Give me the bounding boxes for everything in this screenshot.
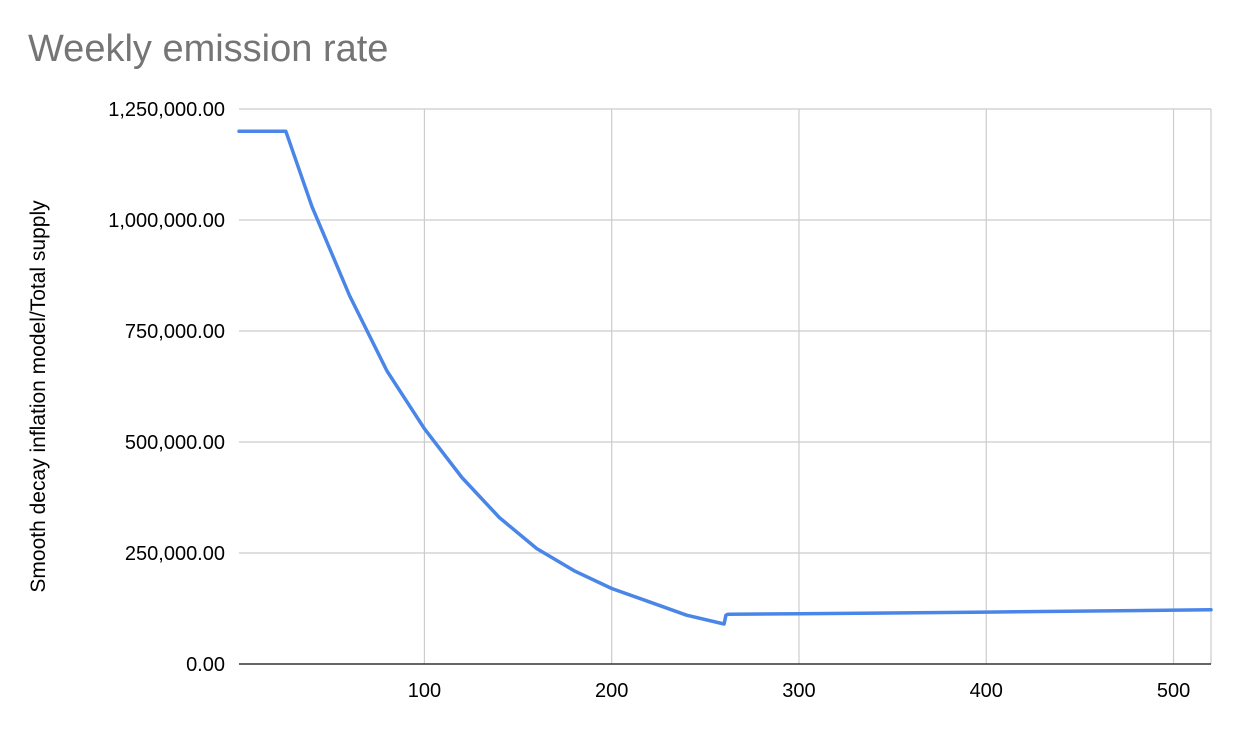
x-tick-label: 400 <box>970 680 1003 702</box>
y-axis-title: Smooth decay inflation model/Total suppl… <box>27 200 50 593</box>
series-layer <box>237 129 1213 626</box>
x-tick-label: 300 <box>782 680 815 702</box>
x-tick-label: 100 <box>408 680 441 702</box>
y-axis-ticks: 0.00 250,000.00 500,000.00 750,000.00 1,000,… <box>108 99 225 676</box>
x-tick-label: 500 <box>1157 680 1190 702</box>
y-tick-label: 750,000.00 <box>125 321 225 343</box>
y-tick-label: 0.00 <box>186 654 225 676</box>
y-tick-label: 250,000.00 <box>125 543 225 565</box>
y-tick-label: 1,000,000.00 <box>108 210 225 232</box>
y-tick-label: 500,000.00 <box>125 432 225 454</box>
y-tick-label: 1,250,000.00 <box>108 99 225 121</box>
series-line <box>237 129 1213 626</box>
x-tick-label: 200 <box>595 680 628 702</box>
grid-lines <box>239 108 1212 664</box>
x-axis-ticks: 100 200 300 400 500 <box>408 680 1191 702</box>
chart-title: Weekly emission rate <box>28 28 389 70</box>
